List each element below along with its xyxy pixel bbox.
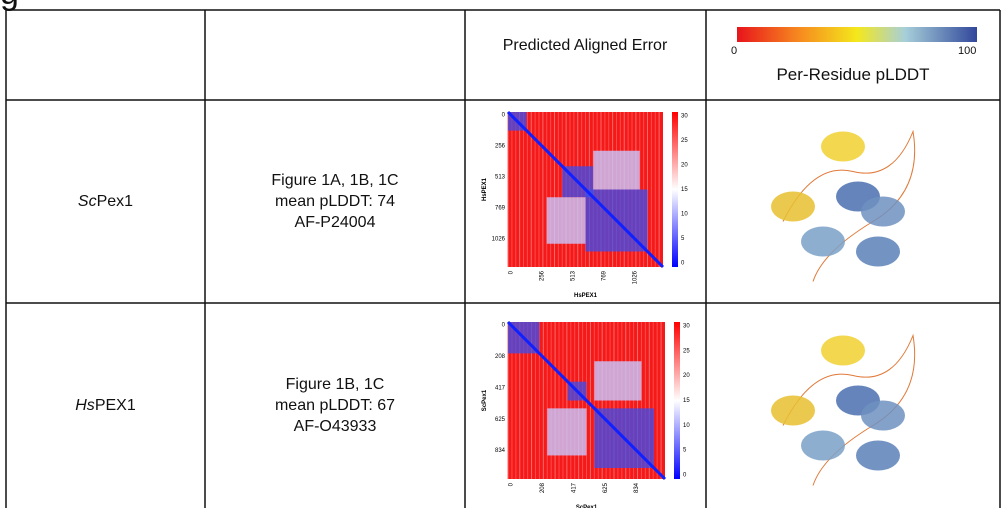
structure-domain <box>821 131 865 162</box>
structure-image <box>771 333 916 486</box>
structure-loop <box>782 333 916 486</box>
pae-y-label: ScPex1 <box>482 389 488 411</box>
structure-loop <box>782 129 916 282</box>
row-info-line: mean pLDDT: 67 <box>274 396 396 414</box>
pae-heatmap <box>506 110 665 269</box>
row-name: ScPex1 <box>6 191 205 212</box>
pae-x-label: ScPex1 <box>576 505 598 508</box>
row-info-line: AF-O43933 <box>293 417 377 435</box>
pae-colorbar-tick: 10 <box>683 423 690 429</box>
structure-domain <box>801 430 845 461</box>
pae-x-tick: 256 <box>540 270 546 281</box>
pae-heatmap <box>506 320 667 481</box>
structure-domain <box>821 335 865 366</box>
structure-domain <box>856 236 900 267</box>
pae-colorbar-tick: 20 <box>681 163 688 169</box>
pae-colorbar <box>674 322 680 479</box>
row-name-italic: Hs <box>75 396 95 414</box>
pae-x-tick: 417 <box>571 482 577 493</box>
row-name-italic: Sc <box>77 192 97 210</box>
structure-domain <box>801 226 845 257</box>
pae-colorbar-tick: 30 <box>683 324 690 330</box>
pae-colorbar-tick: 25 <box>681 138 688 144</box>
pae-colorbar-tick: 20 <box>683 373 690 379</box>
pae-x-tick: 513 <box>571 270 577 281</box>
pae-offblock <box>547 408 587 456</box>
row-name-rest: Pex1 <box>96 192 134 210</box>
pae-title: Predicted Aligned Error <box>502 37 668 54</box>
row-name-rest: PEX1 <box>94 396 136 414</box>
pae-y-tick: 769 <box>495 206 506 212</box>
pae-y-tick: 513 <box>495 175 506 181</box>
pae-x-tick: 625 <box>603 482 609 493</box>
row-info-line: mean pLDDT: 74 <box>274 192 396 210</box>
structure-domain <box>861 400 905 431</box>
pae-colorbar-tick: 15 <box>681 187 688 193</box>
pae-colorbar-tick: 10 <box>681 212 688 218</box>
row-info-line: Figure 1A, 1B, 1C <box>271 171 399 189</box>
pae-x-tick: 0 <box>509 482 515 486</box>
table-grid <box>5 9 1001 508</box>
scale-min: 0 <box>731 45 738 57</box>
pae-y-tick: 625 <box>495 417 506 423</box>
heading-fragment: g <box>0 0 19 10</box>
structure-domain <box>771 395 815 426</box>
pae-y-tick: 1026 <box>492 237 506 243</box>
structure-domain <box>856 440 900 471</box>
pae-y-tick: 0 <box>502 113 506 119</box>
pae-x-tick: 208 <box>540 482 546 493</box>
pae-x-tick: 1026 <box>633 270 639 284</box>
pae-colorbar <box>672 112 678 267</box>
structure-domain <box>771 191 815 222</box>
pae-colorbar-tick: 30 <box>681 114 688 120</box>
pae-y-label: HsPEX1 <box>482 177 488 201</box>
pae-colorbar-tick: 25 <box>683 348 690 354</box>
pae-x-tick: 834 <box>634 482 640 493</box>
pae-colorbar-tick: 5 <box>681 236 685 242</box>
row-name: HsPEX1 <box>6 395 205 416</box>
row-info-line: AF-P24004 <box>294 213 376 231</box>
pae-x-tick: 0 <box>509 270 515 274</box>
structure-domain <box>861 196 905 227</box>
pae-x-tick: 769 <box>602 270 608 281</box>
pae-y-tick: 208 <box>495 354 506 360</box>
pae-colorbar-tick: 15 <box>683 398 690 404</box>
pae-y-tick: 256 <box>495 144 506 150</box>
pae-y-tick: 834 <box>495 448 506 454</box>
scale-max: 100 <box>958 45 977 57</box>
pae-offblock <box>594 361 642 401</box>
pae-colorbar-tick: 0 <box>683 473 687 479</box>
pae-y-tick: 0 <box>502 323 506 329</box>
pae-offblock <box>593 150 640 190</box>
pae-diagonal <box>506 110 665 269</box>
pae-x-label: HsPEX1 <box>574 293 598 299</box>
pae-colorbar-tick: 5 <box>683 448 687 454</box>
pae-offblock <box>546 197 586 244</box>
pae-diagonal <box>506 320 667 481</box>
row-info-line: Figure 1B, 1C <box>285 375 385 393</box>
scale-label: Per-Residue pLDDT <box>776 65 930 84</box>
pae-y-tick: 417 <box>495 385 506 391</box>
plddt-colorbar <box>737 27 977 42</box>
pae-colorbar-tick: 0 <box>681 261 685 267</box>
structure-image <box>771 129 916 282</box>
